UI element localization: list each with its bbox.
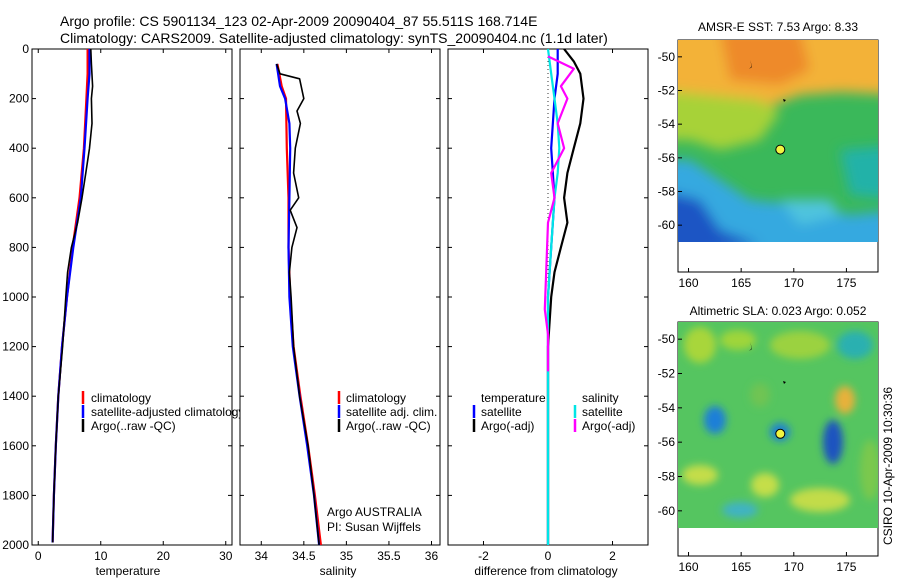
- series-line: [275, 63, 321, 546]
- legend-satellite-adjusted: satellite-adjusted climatology: [91, 405, 244, 419]
- salinity-axes: [239, 48, 441, 546]
- map-y-tick-label: -52: [658, 84, 676, 98]
- map-y-tick-label: -52: [658, 367, 676, 381]
- map-y-tick-label: -60: [658, 504, 676, 518]
- legend-temp-satellite: satellite: [481, 405, 522, 419]
- side-label: CSIRO 10-Apr-2009 10:30:36: [881, 387, 895, 545]
- map-x-tick-label: 165: [731, 276, 751, 290]
- legend-climatology: climatology: [91, 391, 151, 405]
- sst-map-title: AMSR-E SST: 7.53 Argo: 8.33: [698, 20, 858, 34]
- sla-map-ticks: 160 165 170 175 -50 -52 -54 -56 -58 -60: [658, 332, 857, 574]
- temperature-panel: 0 10 20 30 0 200 400 600 800 1000 1200 1400 1600 1800…: [2, 42, 244, 578]
- sst-island-mark-small: [783, 99, 786, 102]
- map-x-tick-label: 175: [836, 276, 856, 290]
- salinity-series: [275, 63, 322, 546]
- y-tick-label: 1800: [2, 488, 29, 502]
- x-tick-label: 20: [157, 549, 171, 563]
- map-y-tick-label: -56: [658, 435, 676, 449]
- sst-map-ticks: 160 165 170 175 -50 -52 -54 -56 -58 -60: [658, 50, 857, 290]
- difference-panel: -2 0 2 difference from climatology tempera…: [447, 48, 649, 578]
- legend-temp-argo: Argo(-adj): [481, 419, 534, 433]
- sst-island-mark: [749, 60, 752, 69]
- map-y-tick-label: -54: [658, 117, 676, 131]
- legend-climatology: climatology: [346, 391, 406, 405]
- x-tick-label: 36: [425, 549, 439, 563]
- y-tick-label: 400: [9, 141, 29, 155]
- map-y-tick-label: -56: [658, 151, 676, 165]
- temperature-xlabel: temperature: [96, 564, 161, 578]
- x-tick-label: 0: [35, 549, 42, 563]
- map-x-tick-label: 170: [784, 276, 804, 290]
- series-line: [543, 55, 575, 372]
- map-x-tick-label: 170: [784, 560, 804, 574]
- x-tick-label: -2: [478, 549, 489, 563]
- map-y-tick-label: -58: [658, 470, 676, 484]
- series-line: [51, 48, 94, 543]
- x-tick-label: 34: [255, 549, 269, 563]
- map-y-tick-label: -50: [658, 332, 676, 346]
- sst-argo-marker: [775, 144, 786, 155]
- salinity-panel: 34 34.5 35 35.5 36 salinity climatology sate…: [239, 48, 441, 578]
- y-tick-label: 1600: [2, 439, 29, 453]
- y-tick-label: 1000: [2, 290, 29, 304]
- sla-argo-marker: [775, 428, 786, 439]
- x-tick-label: 34.5: [292, 549, 316, 563]
- salinity-legend: climatology satellite adj. clim. Argo(..…: [337, 391, 437, 433]
- map-y-tick-label: -54: [658, 401, 676, 415]
- legend-argo: Argo(..raw -QC): [346, 419, 431, 433]
- map-y-tick-label: -58: [658, 185, 676, 199]
- sla-heatmap: [678, 322, 878, 528]
- x-tick-label: 30: [219, 549, 233, 563]
- y-tick-label: 1400: [2, 389, 29, 403]
- sla-island-mark: [749, 342, 752, 351]
- map-y-tick-label: -60: [658, 218, 676, 232]
- x-tick-label: 35: [340, 549, 354, 563]
- map-x-tick-label: 175: [836, 560, 856, 574]
- y-tick-label: 2000: [2, 538, 29, 552]
- difference-xlabel: difference from climatology: [474, 564, 617, 578]
- x-tick-label: 10: [94, 549, 108, 563]
- difference-legend: temperature satellite Argo(-adj) salinit…: [472, 391, 635, 433]
- sla-island-mark-small: [783, 381, 786, 384]
- annotation-pi: PI: Susan Wijffels: [327, 520, 421, 534]
- sla-map-title: Altimetric SLA: 0.023 Argo: 0.052: [690, 304, 867, 318]
- map-x-tick-label: 160: [679, 276, 699, 290]
- legend-sal-satellite: satellite: [582, 405, 623, 419]
- temperature-legend: climatology satellite-adjusted climatolo…: [81, 391, 244, 433]
- legend-satellite-adj: satellite adj. clim.: [346, 405, 437, 419]
- legend-sal-argo: Argo(-adj): [582, 419, 635, 433]
- temperature-series: [51, 48, 94, 543]
- map-x-tick-label: 165: [731, 560, 751, 574]
- annotation-argo-australia: Argo AUSTRALIA: [327, 505, 422, 519]
- header-line2: Climatology: CARS2009. Satellite-adjuste…: [60, 30, 608, 46]
- legend-argo: Argo(..raw -QC): [91, 419, 176, 433]
- legend-temperature-title: temperature: [481, 391, 546, 405]
- x-tick-label: 2: [609, 549, 616, 563]
- legend-salinity-title: salinity: [582, 391, 619, 405]
- y-tick-label: 1200: [2, 340, 29, 354]
- temperature-ticks: 0 10 20 30 0 200 400 600 800 1000 1200 1400 1600 1800…: [2, 42, 232, 563]
- x-tick-label: 35.5: [377, 549, 401, 563]
- salinity-ticks: 34 34.5 35 35.5 36: [240, 48, 440, 563]
- x-tick-label: 0: [545, 549, 552, 563]
- temperature-axes: [31, 48, 233, 546]
- map-y-tick-label: -50: [658, 50, 676, 64]
- salinity-xlabel: salinity: [320, 564, 357, 578]
- sla-map-panel: Altimetric SLA: 0.023 Argo: 0.052: [658, 304, 879, 574]
- header-line1: Argo profile: CS 5901134_123 02-Apr-2009…: [60, 13, 537, 29]
- y-tick-label: 800: [9, 240, 29, 254]
- map-x-tick-label: 160: [679, 560, 699, 574]
- sst-map-panel: AMSR-E SST: 7.53 Argo: 8.33 160 165 170 175…: [658, 20, 879, 290]
- difference-series: [543, 48, 585, 545]
- y-tick-label: 600: [9, 191, 29, 205]
- sst-heatmap: [678, 40, 878, 242]
- series-line: [275, 63, 320, 546]
- y-tick-label: 200: [9, 92, 29, 106]
- y-tick-label: 0: [22, 42, 29, 56]
